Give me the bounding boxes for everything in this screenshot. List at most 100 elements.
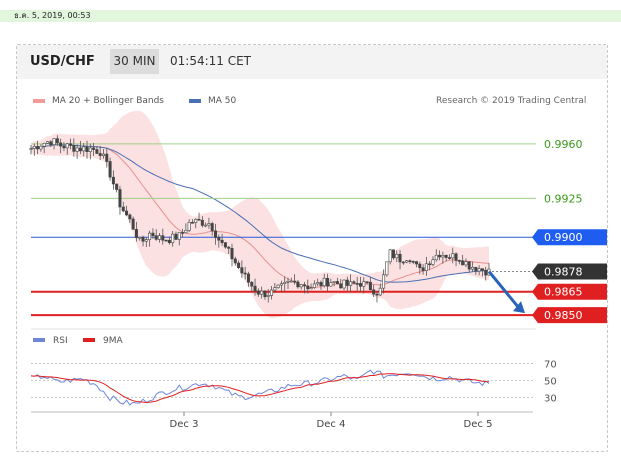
candle-body bbox=[85, 146, 89, 152]
candle-body bbox=[69, 143, 73, 146]
candle-body bbox=[349, 281, 353, 286]
candle-body bbox=[217, 237, 221, 241]
candle-body bbox=[39, 145, 43, 150]
rsi-legend-swatch-1 bbox=[83, 338, 95, 342]
x-tick-label: Dec 3 bbox=[170, 419, 199, 430]
candle-body bbox=[154, 235, 158, 240]
candle-body bbox=[227, 246, 231, 249]
candle-body bbox=[302, 284, 306, 287]
candle-body bbox=[477, 268, 481, 272]
candle-body bbox=[240, 267, 244, 274]
candle-body bbox=[431, 259, 435, 265]
legend-ma20: MA 20 + Bollinger Bands bbox=[33, 96, 164, 106]
candle-body bbox=[342, 279, 346, 289]
candle-body bbox=[372, 289, 376, 295]
x-tick-label: Dec 4 bbox=[317, 419, 346, 430]
candle-body bbox=[398, 253, 402, 263]
forecast-arrow-shaft bbox=[487, 270, 521, 310]
candle-body bbox=[78, 147, 82, 152]
candle-body bbox=[177, 232, 181, 240]
candle-body bbox=[65, 143, 69, 149]
candle-body bbox=[42, 143, 46, 147]
candle-body bbox=[72, 145, 76, 152]
candle-body bbox=[230, 248, 234, 260]
candle-body bbox=[92, 147, 96, 150]
candle-body bbox=[237, 262, 241, 268]
candle-body bbox=[388, 249, 392, 263]
candle-body bbox=[105, 153, 109, 162]
candle-body bbox=[52, 138, 56, 145]
candle-body bbox=[289, 280, 293, 283]
ma50-line bbox=[30, 144, 490, 283]
chart-frame bbox=[16, 44, 608, 452]
level-label-2: 0.9900 bbox=[544, 231, 583, 244]
candle-body bbox=[75, 147, 79, 152]
chart-time: 01:54:11 CET bbox=[170, 54, 251, 68]
candle-body bbox=[428, 263, 432, 266]
candle-body bbox=[246, 273, 250, 283]
level-tag-support bbox=[532, 307, 607, 324]
candle-body bbox=[444, 255, 448, 258]
candle-body bbox=[451, 253, 455, 259]
candle-body bbox=[181, 232, 185, 234]
legend-ma50-label: MA 50 bbox=[208, 96, 237, 106]
candle-body bbox=[306, 285, 310, 290]
candle-body bbox=[319, 282, 323, 287]
candle-body bbox=[362, 281, 366, 287]
candle-body bbox=[365, 281, 369, 283]
candle-body bbox=[395, 253, 399, 259]
candle-body bbox=[101, 153, 105, 156]
level-label-4: 0.9865 bbox=[544, 286, 583, 299]
legend-ma20-label: MA 20 + Bollinger Bands bbox=[52, 96, 164, 106]
candle-body bbox=[352, 281, 356, 284]
candle-body bbox=[411, 260, 415, 263]
candle-body bbox=[339, 283, 343, 289]
candle-body bbox=[332, 281, 336, 283]
candle-body bbox=[82, 146, 86, 152]
current-datetime: ธ.ค. 5, 2019, 00:53 bbox=[14, 11, 91, 20]
candle-body bbox=[98, 153, 102, 156]
credit-text: Research © 2019 Trading Central bbox=[436, 96, 587, 106]
candle-body bbox=[385, 261, 389, 276]
rsi-legend-label-1: 9MA bbox=[103, 336, 123, 346]
candle-body bbox=[210, 223, 214, 232]
candle-body bbox=[128, 214, 132, 220]
x-tick-label: Dec 5 bbox=[464, 419, 493, 430]
candle-body bbox=[29, 148, 33, 150]
candle-body bbox=[243, 272, 247, 275]
candle-body bbox=[322, 277, 326, 287]
ma50-swatch bbox=[189, 99, 201, 103]
candle-body bbox=[355, 283, 359, 285]
candle-body bbox=[184, 230, 188, 234]
candle-body bbox=[480, 268, 484, 271]
candle-body bbox=[293, 280, 297, 283]
candle-body bbox=[233, 258, 237, 264]
candle-body bbox=[368, 281, 372, 291]
candle-body bbox=[467, 261, 471, 270]
candle-body bbox=[134, 229, 138, 238]
candle-body bbox=[32, 146, 36, 149]
candle-body bbox=[214, 230, 218, 238]
timeframe-button[interactable]: 30 MIN bbox=[110, 49, 159, 74]
candle-body bbox=[253, 285, 257, 292]
level-label-0: 0.9960 bbox=[544, 138, 583, 151]
candle-body bbox=[62, 145, 66, 149]
candle-body bbox=[345, 279, 349, 286]
level-label-5: 0.9850 bbox=[544, 309, 583, 322]
candle-body bbox=[256, 290, 260, 295]
candle-body bbox=[375, 293, 379, 296]
candle-body bbox=[115, 183, 119, 190]
candle-body bbox=[471, 266, 475, 270]
candle-body bbox=[391, 249, 395, 259]
candle-body bbox=[286, 280, 290, 283]
candle-body bbox=[438, 254, 442, 258]
candle-body bbox=[263, 290, 267, 298]
candle-body bbox=[405, 260, 409, 263]
candle-body bbox=[95, 149, 99, 154]
candle-body bbox=[118, 189, 122, 208]
candle-body bbox=[299, 284, 303, 288]
candle-body bbox=[200, 219, 204, 226]
candle-body bbox=[174, 233, 178, 240]
candle-body bbox=[283, 281, 287, 284]
